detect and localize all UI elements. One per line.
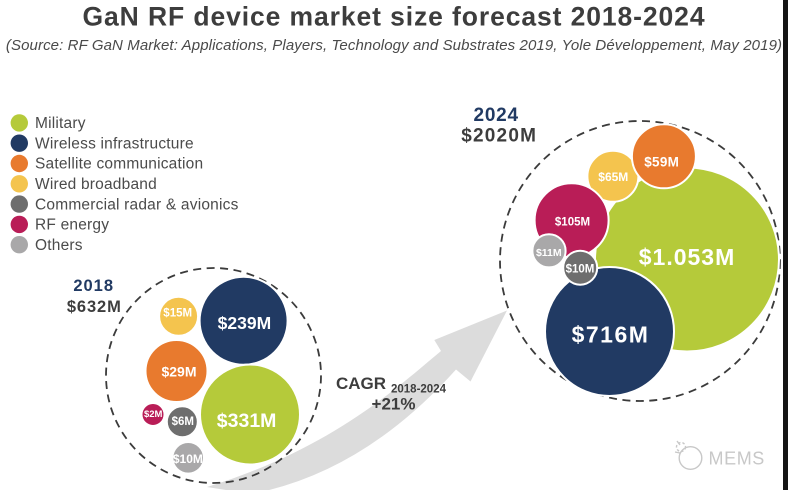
svg-text:Commercial radar & avionics: Commercial radar & avionics [35, 196, 239, 213]
svg-text:+21%: +21% [372, 395, 416, 414]
svg-text:(Source: RF GaN Market: Applic: (Source: RF GaN Market: Applications, Pl… [6, 37, 782, 54]
svg-text:$105M: $105M [555, 216, 590, 228]
svg-text:$10M: $10M [173, 452, 203, 466]
svg-text:$6M: $6M [172, 416, 194, 428]
svg-text:$239M: $239M [218, 313, 272, 333]
svg-text:$15M: $15M [163, 307, 192, 319]
svg-text:Others: Others [35, 237, 83, 254]
svg-text:Military: Military [35, 115, 86, 132]
svg-text:CAGR: CAGR [336, 374, 386, 393]
svg-text:$716M: $716M [572, 321, 650, 347]
svg-text:$59M: $59M [644, 154, 679, 169]
svg-text:$2020M: $2020M [461, 126, 537, 147]
svg-text:$632M: $632M [67, 298, 122, 316]
svg-text:$65M: $65M [598, 170, 628, 184]
svg-text:$29M: $29M [161, 363, 196, 379]
svg-text:2018-2024: 2018-2024 [391, 384, 447, 396]
svg-text:RF energy: RF energy [35, 217, 109, 234]
svg-text:Wired broadband: Wired broadband [35, 176, 157, 193]
svg-text:$2M: $2M [144, 409, 163, 420]
svg-text:Satellite communication: Satellite communication [35, 156, 203, 173]
svg-text:$1.053M: $1.053M [639, 244, 736, 270]
svg-text:$11M: $11M [536, 247, 562, 259]
svg-text:GaN RF device market size fore: GaN RF device market size forecast 2018-… [83, 2, 706, 32]
svg-text:$331M: $331M [217, 410, 277, 432]
svg-text:Wireless infrastructure: Wireless infrastructure [35, 135, 194, 152]
svg-text:MEMS: MEMS [709, 449, 765, 469]
svg-text:2018: 2018 [73, 277, 114, 295]
svg-text:$10M: $10M [566, 264, 595, 276]
svg-text:2024: 2024 [473, 105, 518, 126]
